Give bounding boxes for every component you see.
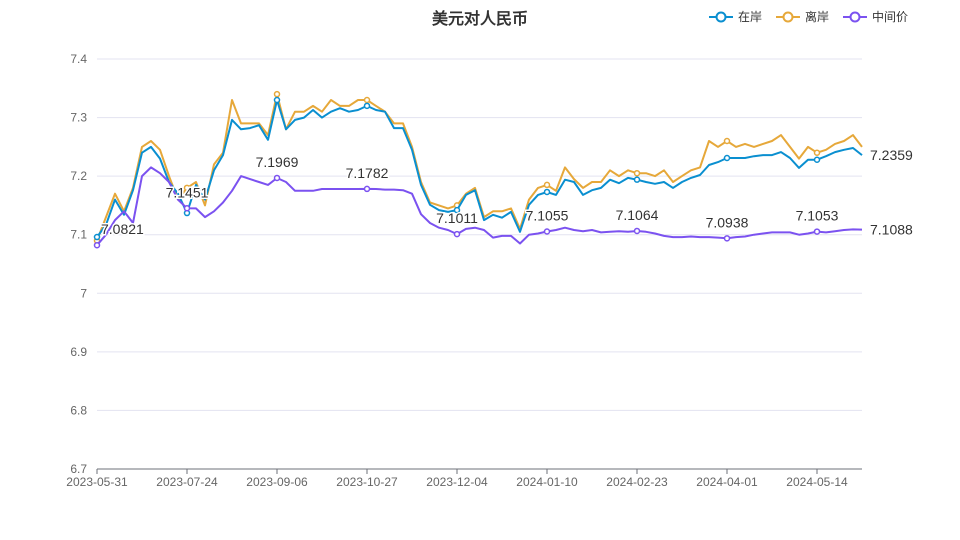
data-point [273,174,281,182]
x-tick-label: 2024-02-23 [606,475,668,489]
x-tick-label: 2023-05-31 [66,475,128,489]
data-point [723,154,731,162]
data-label: 7.1064 [616,207,659,223]
data-point [633,169,641,177]
legend-item-onshore[interactable]: 在岸 [708,8,762,25]
x-tick-label: 2024-01-10 [516,475,578,489]
data-label: 7.0821 [101,221,144,237]
series-line-0 [96,99,863,238]
data-point [543,228,551,235]
x-tick-label: 2023-07-24 [156,475,218,489]
data-point [363,102,371,110]
data-point [453,230,461,238]
data-label: 7.1969 [256,154,299,170]
data-point [813,149,821,156]
x-tick-label: 2023-09-06 [246,475,308,489]
data-point [363,96,371,104]
data-point [183,205,191,212]
y-tick-label: 6.9 [70,345,87,359]
end-label-central-parity: 7.1088 [870,222,913,238]
data-point [363,185,371,193]
legend-label: 离岸 [804,10,829,24]
data-point [633,227,641,235]
data-point [633,176,641,183]
data-label: 7.1011 [436,210,478,226]
data-label: 7.0938 [706,214,749,230]
legend-line-circle-icon [708,11,733,22]
y-tick-label: 7.3 [70,111,87,125]
chart-title: 美元对人民币 [431,11,528,28]
x-tick-label: 2024-04-01 [696,475,758,489]
data-point [183,184,191,192]
data-label: 7.1055 [526,207,569,223]
data-label: 7.1782 [346,165,389,181]
y-tick-label: 6.7 [70,462,87,476]
x-tick-label: 2023-12-04 [426,475,488,489]
y-tick-label: 7.2 [70,169,87,183]
legend-label: 在岸 [737,10,762,24]
data-label: 7.1053 [796,208,839,224]
data-label: 7.1451 [166,184,209,200]
legend-item-offshore[interactable]: 离岸 [775,8,829,25]
data-point [813,228,821,235]
y-tick-label: 7.4 [70,52,87,66]
data-point [453,206,461,214]
data-point [813,156,821,163]
data-point [273,90,281,98]
legend-item-central-parity[interactable]: 中间价 [842,8,908,25]
series-line-2 [96,166,863,246]
legend: 在岸 离岸 中间价 [708,8,908,25]
data-point [543,188,551,196]
x-tick-label: 2024-05-14 [786,475,848,489]
data-point [273,96,281,104]
data-point [723,235,731,242]
legend-line-circle-icon [775,11,800,22]
data-point [543,181,551,189]
data-point [93,241,101,249]
data-point [93,233,101,241]
data-point [723,137,731,145]
legend-label: 中间价 [871,10,908,24]
end-label-onshore: 7.2359 [870,147,913,163]
x-tick-label: 2023-10-27 [336,475,398,489]
y-tick-label: 6.8 [70,403,87,417]
y-tick-label: 7 [80,286,87,300]
y-tick-label: 7.1 [70,228,87,242]
legend-line-circle-icon [842,11,867,22]
